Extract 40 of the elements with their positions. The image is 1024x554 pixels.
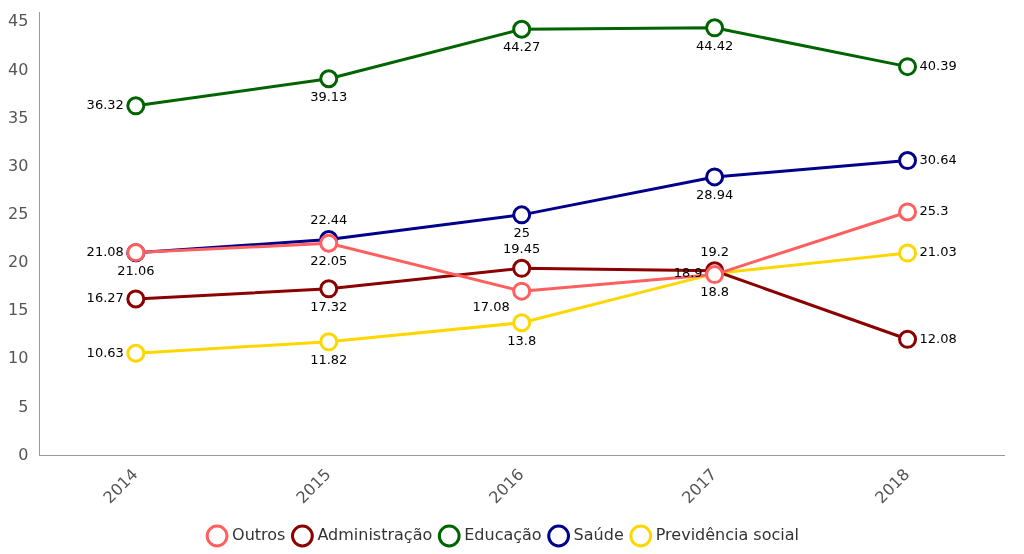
legend-label: Previdência social (655, 525, 799, 545)
data-label: 21.06 (117, 262, 155, 278)
data-label: 18.9 (673, 264, 703, 280)
y-tick-label: 15 (8, 300, 29, 320)
data-label: 44.27 (503, 39, 541, 55)
data-label: 40.39 (919, 58, 957, 74)
y-tick-label: 30 (8, 155, 29, 175)
data-label: 25.3 (919, 203, 949, 219)
data-label: 36.32 (86, 97, 124, 113)
data-label: 19.45 (503, 241, 541, 257)
data-label: 39.13 (310, 88, 348, 104)
data-label: 22.05 (310, 253, 348, 269)
data-label: 18.8 (700, 284, 730, 300)
legend-label: Outros (232, 525, 286, 545)
data-label: 10.63 (86, 344, 124, 360)
y-tick-label: 5 (18, 396, 29, 416)
y-tick-label: 20 (8, 252, 29, 272)
data-label: 16.27 (86, 290, 124, 306)
data-label: 30.64 (919, 151, 957, 167)
y-tick-label: 40 (8, 59, 29, 79)
data-label: 44.42 (696, 37, 734, 53)
y-tick-label: 10 (8, 348, 29, 368)
data-label: 13.8 (507, 332, 537, 348)
data-label: 17.32 (310, 298, 348, 314)
data-label: 17.08 (472, 299, 510, 315)
y-tick-label: 45 (8, 11, 29, 31)
legend-label: Educação (464, 525, 542, 545)
y-tick-label: 35 (8, 107, 29, 127)
data-label: 25 (513, 224, 530, 240)
y-tick-label: 25 (8, 204, 29, 224)
data-label: 19.2 (700, 243, 730, 259)
legend-label: Saúde (573, 525, 624, 545)
data-label: 11.82 (310, 351, 348, 367)
data-label: 12.08 (919, 330, 957, 346)
data-label: 22.44 (310, 212, 348, 228)
data-label: 21.08 (86, 243, 124, 259)
y-tick-label: 0 (18, 444, 29, 464)
data-label: 28.94 (696, 186, 734, 202)
legend-label: Administração (317, 525, 433, 545)
data-label: 21.03 (919, 244, 957, 260)
